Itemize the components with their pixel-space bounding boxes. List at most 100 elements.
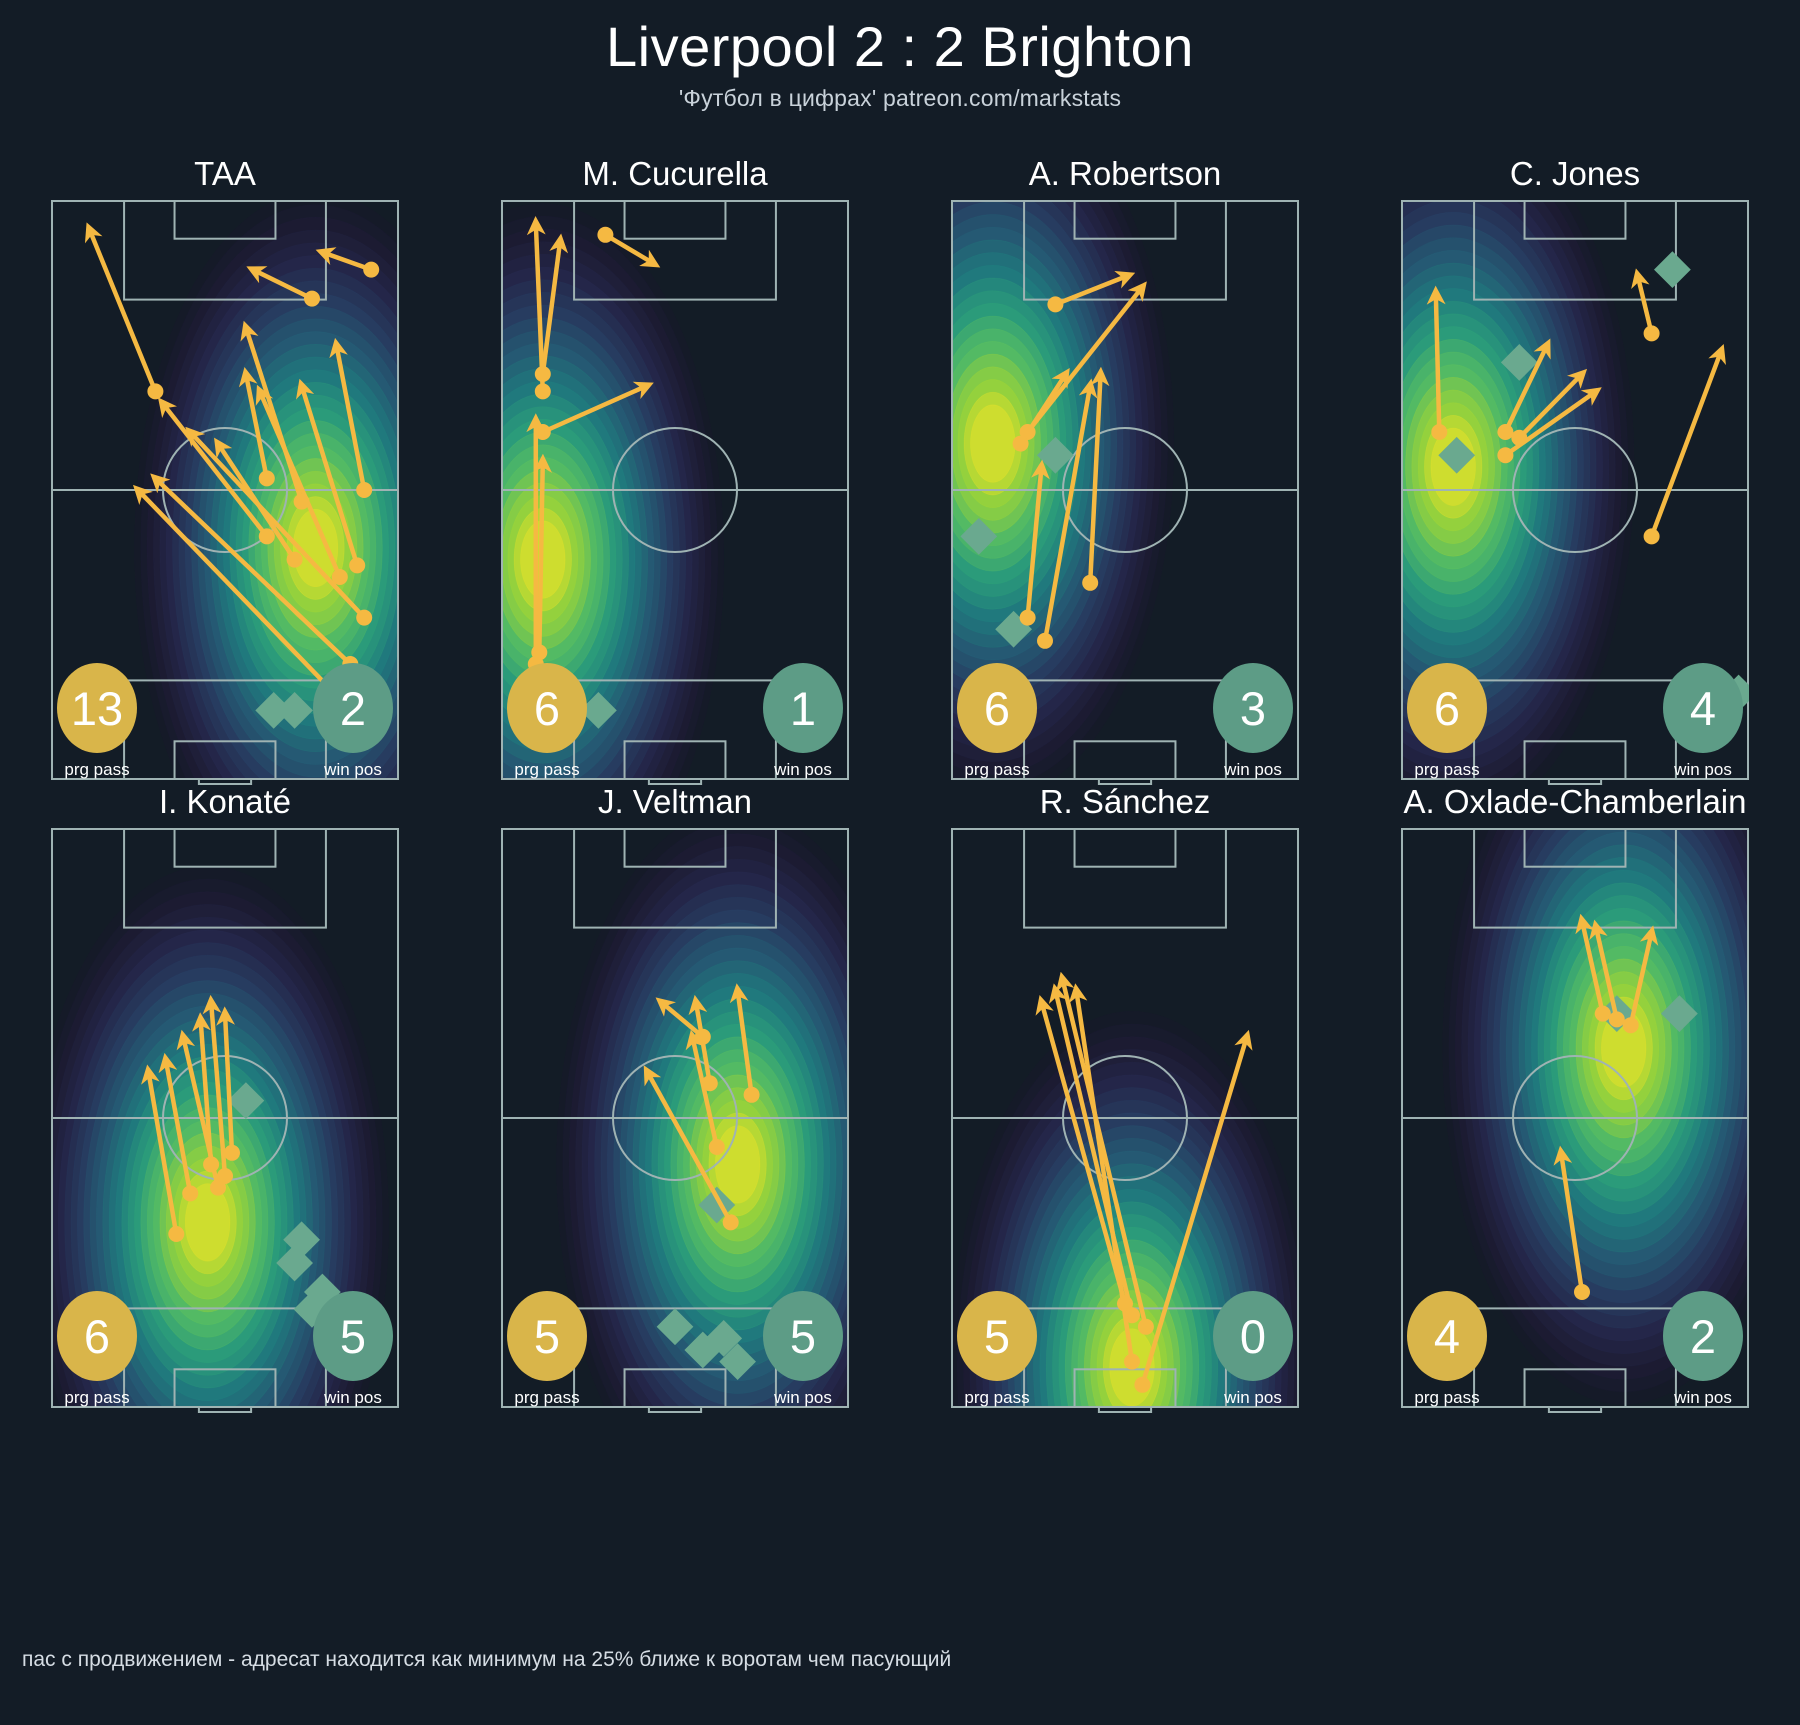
touch-heatmap — [1401, 200, 1635, 780]
page-title: Liverpool 2 : 2 Brighton — [606, 15, 1194, 78]
pitch-plot[interactable]: 6 prg pass 5 win pos — [51, 828, 399, 1413]
progressive-pass-arrow — [202, 994, 233, 1184]
prg-pass-label: prg pass — [514, 1388, 579, 1407]
pitch-plot[interactable]: 13 prg pass 2 win pos — [51, 200, 399, 785]
win-pos-label: win pos — [1223, 1388, 1282, 1407]
pitch-markings — [501, 828, 849, 1413]
prg-pass-label: prg pass — [64, 760, 129, 779]
progressive-pass-arrow — [1497, 338, 1551, 440]
touch-heatmap — [1442, 828, 1749, 1405]
progressive-pass-arrow — [1068, 983, 1140, 1370]
win-pos-label: win pos — [323, 760, 382, 779]
progressive-pass-arrow — [176, 1029, 226, 1196]
svg-text:5: 5 — [790, 1310, 816, 1363]
pitch-markings — [951, 200, 1299, 785]
player-panel[interactable]: R. Sánchez 5 prg pass 0 win pos — [900, 780, 1350, 1413]
prg-pass-label: prg pass — [514, 760, 579, 779]
progressive-pass-arrow — [1643, 344, 1726, 545]
win-pos-badge: 3 win pos — [1213, 663, 1293, 779]
progressive-pass-arrow — [238, 366, 275, 487]
win-pos-badge: 2 win pos — [1663, 1291, 1743, 1407]
win-pos-badge: 2 win pos — [313, 663, 393, 779]
svg-text:13: 13 — [71, 682, 123, 735]
player-panel[interactable]: A. Oxlade-Chamberlain 4 prg pass 2 win pos — [1350, 780, 1800, 1413]
player-panel[interactable]: J. Veltman 5 prg pass 5 win pos — [450, 780, 900, 1413]
panel-grid: TAA 13 prg pass 2 win pos M. Cucurella 6 prg… — [0, 152, 1800, 1413]
player-panel[interactable]: I. Konaté 6 prg pass 5 win pos — [0, 780, 450, 1413]
svg-text:1: 1 — [790, 682, 816, 735]
prg-pass-badge: 6 prg pass — [1407, 663, 1487, 779]
progressive-pass-arrow — [1622, 925, 1659, 1034]
progressive-pass-arrow — [1047, 270, 1136, 313]
progressive-pass-arrow — [214, 437, 303, 568]
player-panel[interactable]: C. Jones 6 prg pass 4 win pos — [1350, 152, 1800, 785]
prg-pass-badge: 5 prg pass — [957, 1291, 1037, 1407]
player-panel[interactable]: TAA 13 prg pass 2 win pos — [0, 152, 450, 785]
player-panel[interactable]: M. Cucurella 6 prg pass 1 win pos — [450, 152, 900, 785]
win-pos-badge: 0 win pos — [1213, 1291, 1293, 1407]
prg-pass-badge: 5 prg pass — [507, 1291, 587, 1407]
progressive-pass-arrow — [315, 247, 380, 278]
progressive-pass-arrow — [1019, 459, 1050, 626]
progressive-pass-arrow — [246, 266, 320, 307]
win-pos-label: win pos — [323, 1388, 382, 1407]
player-name: R. Sánchez — [1039, 783, 1211, 820]
pitch-plot[interactable]: 6 prg pass 3 win pos — [951, 200, 1299, 785]
prg-pass-badge: 6 prg pass — [507, 663, 587, 779]
progressive-pass-arrow — [531, 453, 553, 661]
win-pos-label: win pos — [1673, 760, 1732, 779]
progressive-pass-arrow — [329, 337, 373, 498]
progressive-pass-arrow — [1012, 367, 1070, 452]
progressive-pass-arrow — [1631, 268, 1660, 342]
prg-pass-label: prg pass — [1414, 760, 1479, 779]
progressive-pass-arrow — [1048, 983, 1140, 1324]
prg-pass-badge: 13 prg pass — [57, 663, 137, 779]
pitch-plot[interactable]: 4 prg pass 2 win pos — [1401, 828, 1749, 1413]
progressive-pass-arrow — [1575, 913, 1611, 1022]
win-pos-badge: 5 win pos — [763, 1291, 843, 1407]
progressive-pass-arrow — [1037, 378, 1098, 649]
progressive-pass-arrow — [84, 222, 164, 400]
progressive-pass-arrow — [526, 216, 551, 400]
footnote: пас с продвижением - адресат находится к… — [22, 1648, 952, 1671]
pitch-plot[interactable]: 6 prg pass 1 win pos — [501, 200, 849, 785]
pitch-plot[interactable]: 5 prg pass 0 win pos — [951, 828, 1299, 1413]
pitch-plot[interactable]: 5 prg pass 5 win pos — [501, 828, 849, 1413]
prg-pass-badge: 6 prg pass — [957, 663, 1037, 779]
progressive-pass-arrow — [216, 1006, 240, 1161]
prg-pass-label: prg pass — [964, 760, 1029, 779]
progressive-pass-arrow — [1553, 1145, 1590, 1300]
svg-text:2: 2 — [340, 682, 366, 735]
pitch-plot[interactable]: 6 prg pass 4 win pos — [1401, 200, 1749, 785]
prg-pass-label: prg pass — [1414, 1388, 1479, 1407]
player-name: C. Jones — [1509, 155, 1641, 192]
player-panel[interactable]: A. Robertson 6 prg pass 3 win pos — [900, 152, 1350, 785]
chart-header: Liverpool 2 : 2 Brighton 'Футбол в цифра… — [0, 0, 1800, 112]
player-name: M. Cucurella — [582, 155, 768, 192]
svg-text:5: 5 — [984, 1310, 1010, 1363]
svg-text:4: 4 — [1434, 1310, 1460, 1363]
svg-text:6: 6 — [84, 1310, 110, 1363]
svg-text:6: 6 — [984, 682, 1010, 735]
prg-pass-label: prg pass — [964, 1388, 1029, 1407]
progressive-pass-arrow — [1134, 1029, 1253, 1393]
touch-heatmap — [556, 828, 849, 1408]
progressive-pass-arrow — [158, 1052, 199, 1202]
panel-row-1: TAA 13 prg pass 2 win pos M. Cucurella 6 prg… — [0, 152, 1800, 785]
svg-text:2: 2 — [1690, 1310, 1716, 1363]
win-pos-badge: 4 win pos — [1663, 663, 1743, 779]
progressive-pass-arrow — [296, 378, 366, 574]
progressive-pass-arrow — [1082, 366, 1110, 591]
progressive-pass-arrow — [240, 320, 310, 510]
svg-text:4: 4 — [1690, 682, 1716, 735]
svg-text:5: 5 — [534, 1310, 560, 1363]
progressive-pass-arrow — [1497, 387, 1602, 464]
win-pos-label: win pos — [773, 760, 832, 779]
progressive-pass-arrow — [1426, 285, 1448, 440]
player-name: A. Oxlade-Chamberlain — [1403, 783, 1747, 820]
progressive-pass-arrow — [1055, 971, 1154, 1335]
win-pos-label: win pos — [1223, 760, 1282, 779]
pitch-markings — [501, 200, 849, 785]
svg-text:5: 5 — [340, 1310, 366, 1363]
panel-row-2: I. Konaté 6 prg pass 5 win pos J. Veltman 5… — [0, 780, 1800, 1413]
